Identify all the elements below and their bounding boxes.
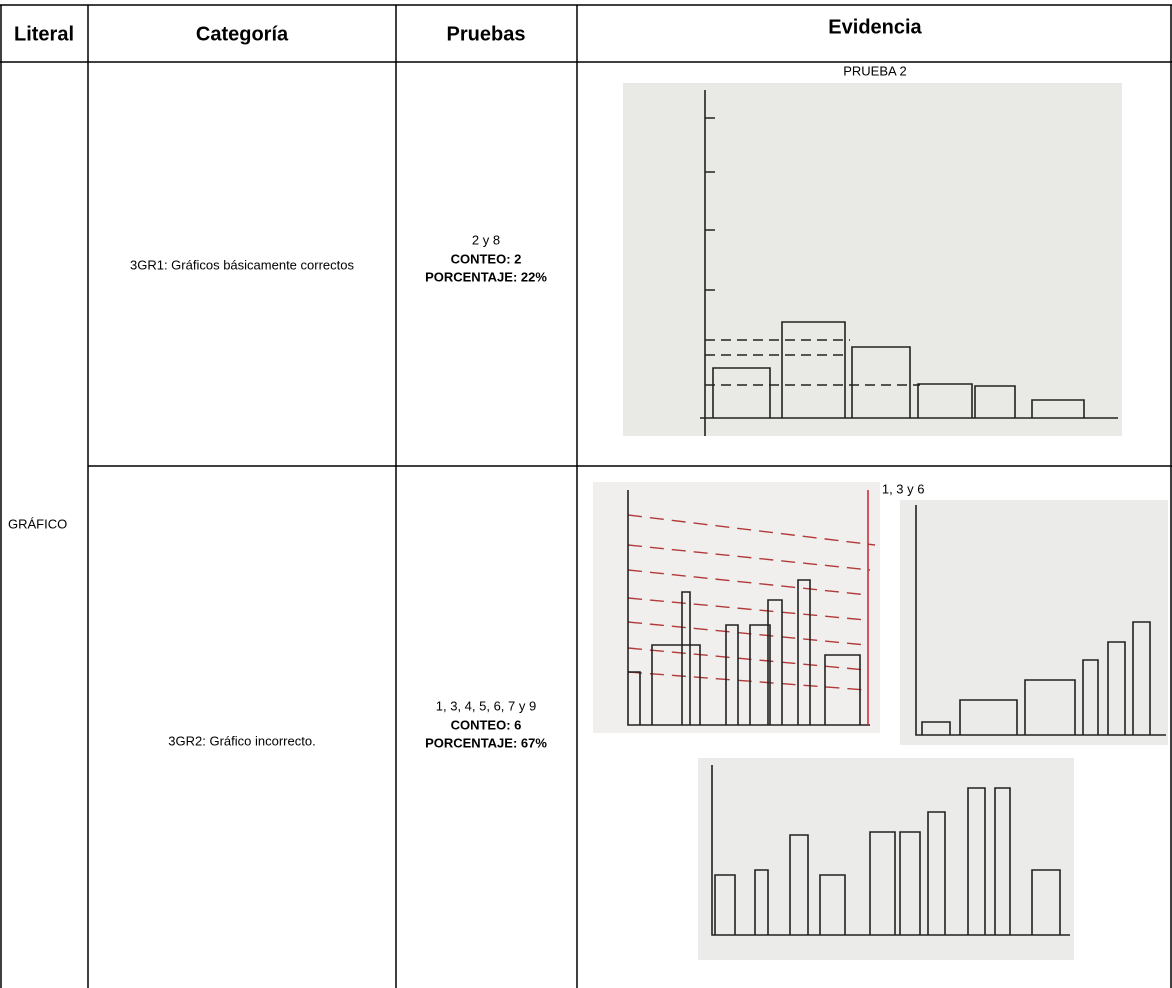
header-evidence: Evidencia [828,16,922,38]
percent: PORCENTAJE: 67% [425,735,547,750]
category: 3GR2: Gráfico incorrecto. [168,733,315,748]
evidence-photo [593,482,880,733]
evidence-caption: PRUEBA 2 [843,63,907,78]
percent: PORCENTAJE: 22% [425,269,547,284]
evidence-photo [900,500,1168,745]
tests: 1, 3, 4, 5, 6, 7 y 9 [436,698,536,713]
evidence-photo [698,758,1074,960]
tests: 2 y 8 [472,232,500,247]
table-grid [0,4,1172,988]
header-tests: Pruebas [447,23,526,45]
header-category: Categoría [196,23,289,45]
literal: GRÁFICO [8,516,67,531]
category: 3GR1: Gráficos básicamente correctos [130,257,354,272]
count: CONTEO: 6 [451,717,522,732]
count: CONTEO: 2 [451,251,522,266]
evidence-photo [623,83,1122,436]
header-literal: Literal [14,23,74,45]
